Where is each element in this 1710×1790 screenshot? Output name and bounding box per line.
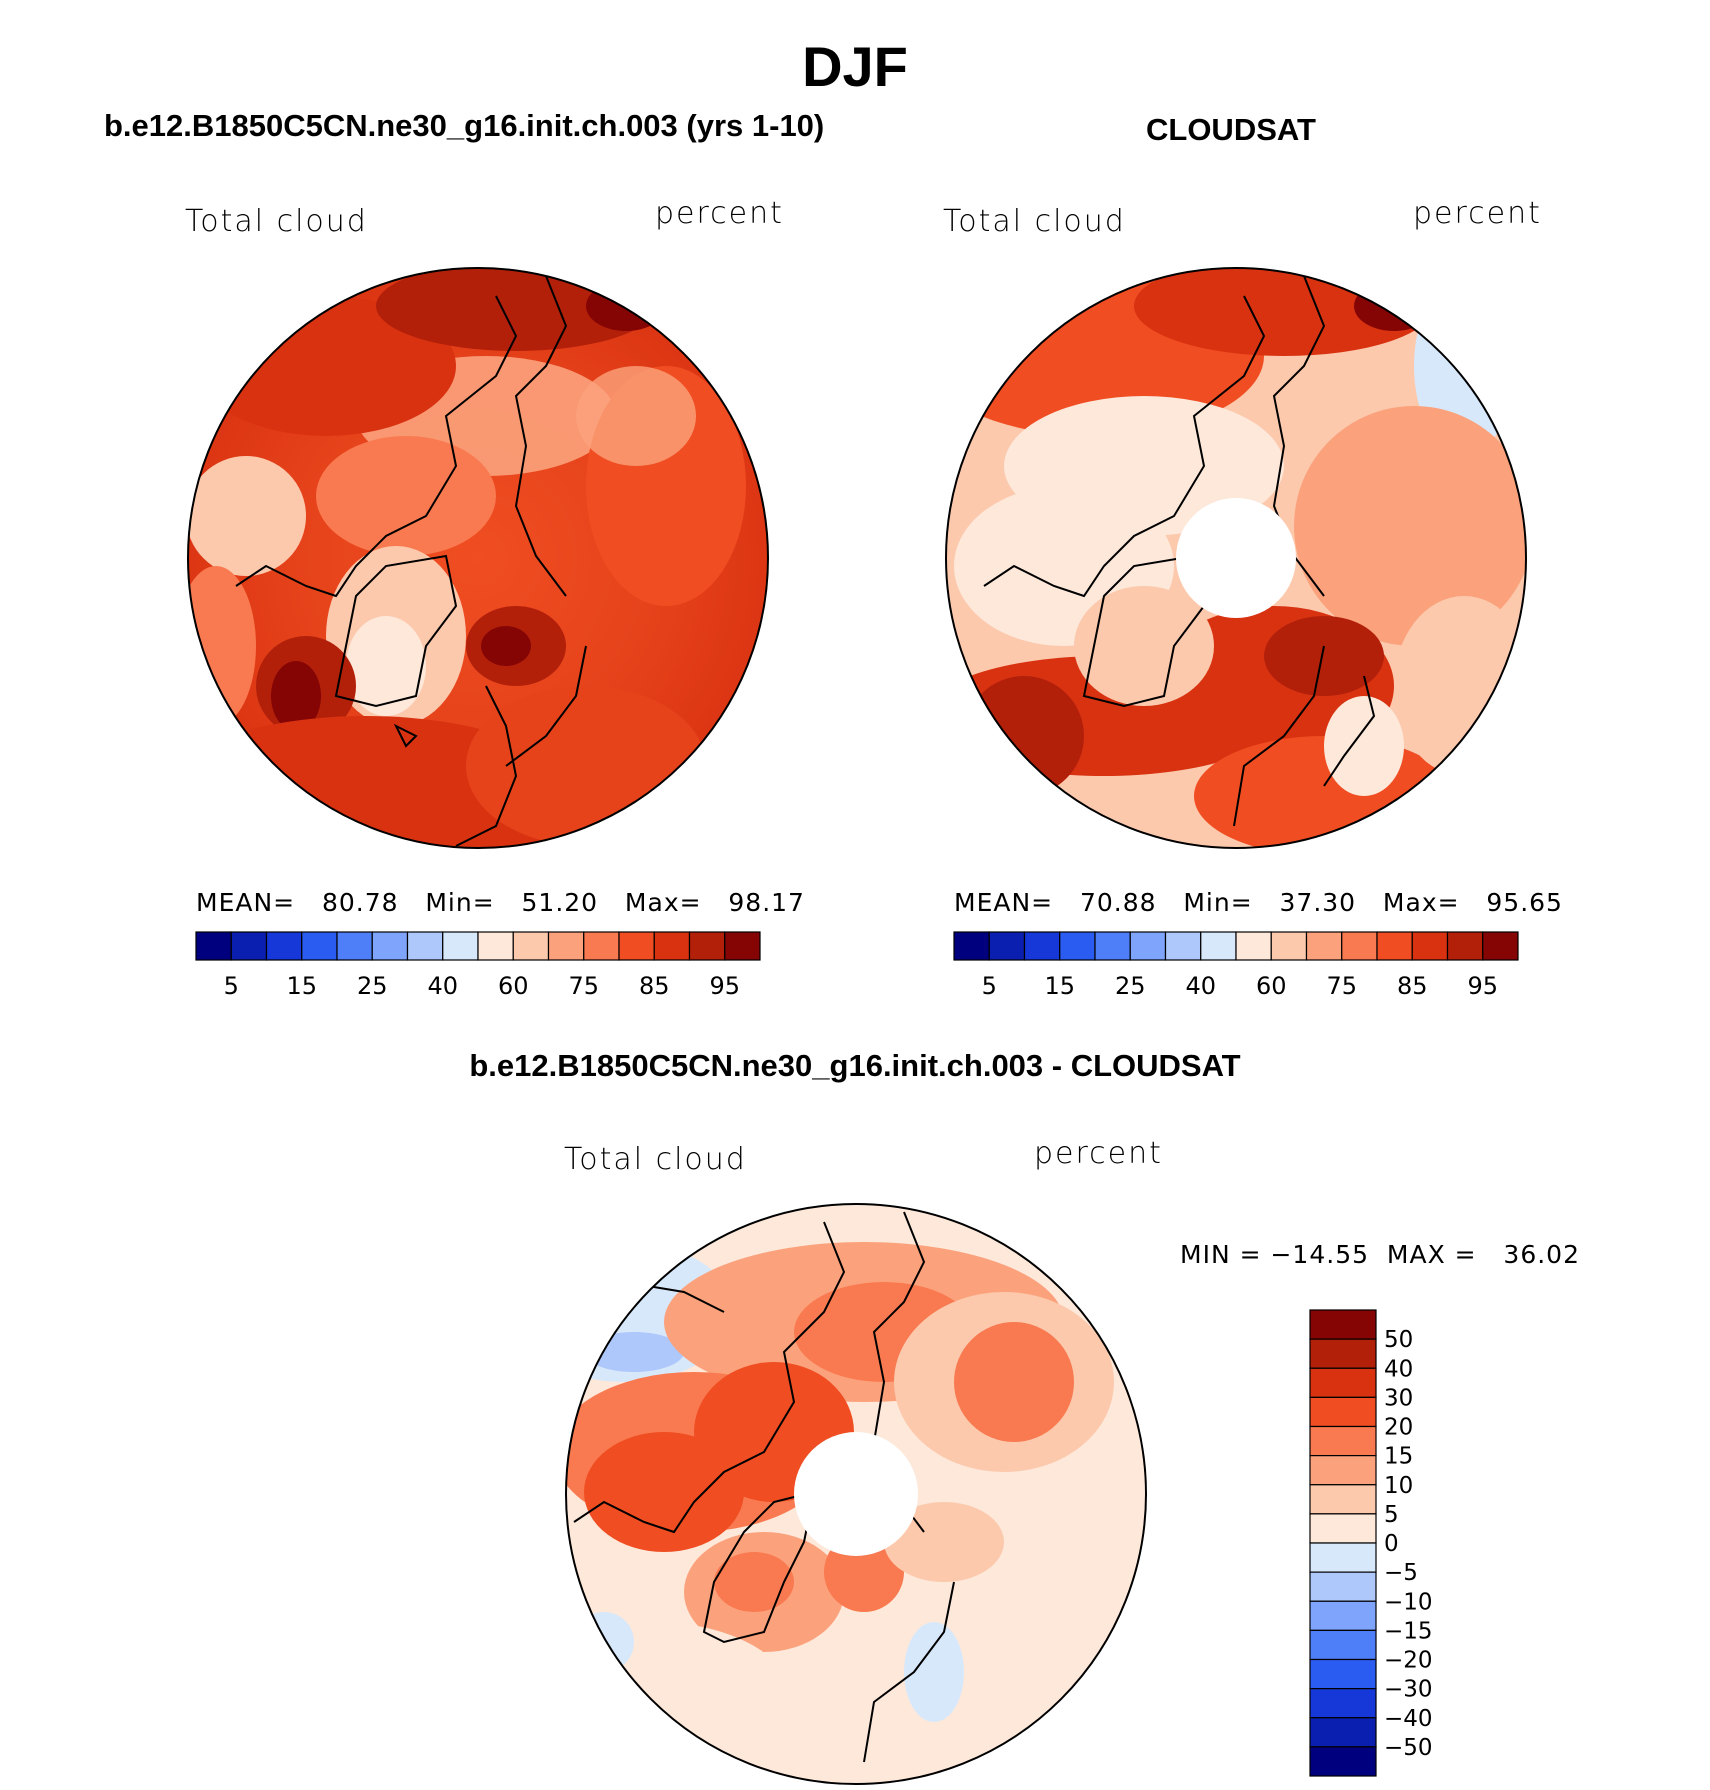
model-colorbar-swatch bbox=[512, 931, 550, 961]
diff-colorbar-tick-label: 5 bbox=[1384, 1502, 1399, 1528]
model-colorbar-swatch bbox=[477, 931, 514, 961]
model-colorbar-swatch bbox=[724, 931, 761, 961]
model-colorbar-swatch bbox=[195, 931, 232, 961]
model-panel-title: b.e12.B1850C5CN.ne30_g16.init.ch.003 (yr… bbox=[104, 108, 825, 143]
model-colorbar-swatch bbox=[371, 931, 409, 961]
obs-colorbar-swatch bbox=[1270, 931, 1308, 961]
obs-panel-title: CLOUDSAT bbox=[1146, 112, 1316, 147]
model-colorbar-swatch bbox=[653, 931, 691, 961]
model-colorbar-swatch bbox=[583, 931, 620, 961]
diff-colorbar-swatch bbox=[1309, 1338, 1377, 1369]
diff-colorbar-swatch bbox=[1309, 1367, 1377, 1398]
diff-polar-map bbox=[565, 1203, 1147, 1785]
diff-colorbar-tick-label: −50 bbox=[1384, 1735, 1433, 1761]
obs-colorbar-swatch bbox=[1235, 931, 1272, 961]
diff-colorbar-tick-label: −40 bbox=[1384, 1706, 1433, 1732]
model-colorbar-swatch bbox=[547, 931, 585, 961]
obs-colorbar-tick-label: 85 bbox=[1397, 972, 1428, 1000]
model-colorbar-swatch bbox=[230, 931, 268, 961]
diff-panel-title: b.e12.B1850C5CN.ne30_g16.init.ch.003 - C… bbox=[469, 1048, 1241, 1083]
diff-variable-label: Total cloud bbox=[564, 1142, 747, 1177]
diff-colorbar-swatch bbox=[1309, 1484, 1377, 1515]
obs-colorbar-swatch bbox=[1411, 931, 1449, 961]
obs-colorbar-swatch bbox=[1059, 931, 1096, 961]
obs-colorbar-tick-label: 60 bbox=[1256, 972, 1287, 1000]
obs-colorbar-swatch bbox=[1200, 931, 1237, 961]
figure-title: DJF bbox=[802, 35, 908, 98]
model-colorbar-tick-label: 25 bbox=[357, 972, 388, 1000]
model-colorbar-swatch bbox=[618, 931, 655, 961]
diff-colorbar-swatch bbox=[1309, 1629, 1377, 1661]
diff-colorbar-swatch bbox=[1309, 1396, 1377, 1428]
obs-colorbar-swatch bbox=[1341, 931, 1378, 961]
diff-colorbar-tick-label: 10 bbox=[1384, 1473, 1413, 1499]
model-colorbar-tick-label: 5 bbox=[224, 972, 239, 1000]
model-colorbar-swatch bbox=[688, 931, 726, 961]
obs-colorbar-swatch bbox=[1446, 931, 1484, 961]
diff-colorbar-swatch bbox=[1309, 1309, 1377, 1340]
diff-units-label: percent bbox=[1034, 1136, 1163, 1171]
model-colorbar-swatch bbox=[336, 931, 373, 961]
obs-colorbar-swatch bbox=[1164, 931, 1202, 961]
obs-colorbar-swatch bbox=[1129, 931, 1167, 961]
obs-colorbar-tick-label: 40 bbox=[1185, 972, 1216, 1000]
obs-colorbar-swatch bbox=[1482, 931, 1519, 961]
obs-variable-label: Total cloud bbox=[943, 204, 1126, 239]
obs-colorbar-tick-label: 25 bbox=[1115, 972, 1146, 1000]
model-colorbar-tick-label: 95 bbox=[709, 972, 740, 1000]
diff-stats: MIN = −14.55 MAX = 36.02 bbox=[1180, 1240, 1580, 1269]
model-colorbar-tick-label: 40 bbox=[427, 972, 458, 1000]
diff-colorbar-swatch bbox=[1309, 1542, 1377, 1573]
diff-colorbar-tick-label: −30 bbox=[1384, 1677, 1433, 1703]
diff-colorbar-swatch bbox=[1309, 1658, 1377, 1690]
diff-colorbar-swatch bbox=[1309, 1600, 1377, 1631]
diff-colorbar-swatch bbox=[1309, 1571, 1377, 1602]
model-colorbar-swatch bbox=[406, 931, 444, 961]
obs-units-label: percent bbox=[1413, 196, 1542, 231]
model-colorbar-tick-label: 60 bbox=[498, 972, 529, 1000]
model-colorbar-tick-label: 15 bbox=[286, 972, 317, 1000]
diff-colorbar-swatch bbox=[1309, 1513, 1377, 1544]
obs-stats: MEAN= 70.88 Min= 37.30 Max= 95.65 bbox=[954, 888, 1563, 917]
diff-colorbar-tick-label: −5 bbox=[1384, 1560, 1418, 1586]
model-polar-map bbox=[187, 267, 769, 849]
obs-colorbar: 5 15 25 40 60 75 85 95 bbox=[953, 931, 1519, 1000]
model-stats: MEAN= 80.78 Min= 51.20 Max= 98.17 bbox=[196, 888, 805, 917]
model-colorbar-tick-label: 85 bbox=[639, 972, 670, 1000]
model-units-label: percent bbox=[655, 196, 784, 231]
obs-colorbar-tick-label: 95 bbox=[1467, 972, 1498, 1000]
diff-colorbar-tick-label: 0 bbox=[1384, 1531, 1399, 1557]
diff-colorbar-tick-label: 50 bbox=[1384, 1327, 1413, 1353]
model-colorbar-swatch bbox=[301, 931, 338, 961]
obs-colorbar-tick-label: 75 bbox=[1326, 972, 1357, 1000]
model-colorbar-swatch bbox=[442, 931, 479, 961]
obs-colorbar-swatch bbox=[1023, 931, 1061, 961]
diff-colorbar-swatch bbox=[1309, 1455, 1377, 1486]
obs-colorbar-tick-label: 5 bbox=[982, 972, 997, 1000]
diff-colorbar-swatch bbox=[1309, 1746, 1377, 1777]
diff-colorbar-tick-label: 40 bbox=[1384, 1356, 1413, 1382]
obs-colorbar-swatch bbox=[953, 931, 990, 961]
obs-colorbar-swatch bbox=[1094, 931, 1131, 961]
diff-colorbar-tick-label: −10 bbox=[1384, 1589, 1433, 1615]
obs-colorbar-tick-label: 15 bbox=[1044, 972, 1075, 1000]
diff-colorbar-tick-label: 15 bbox=[1384, 1444, 1413, 1470]
obs-colorbar-swatch bbox=[988, 931, 1026, 961]
diff-colorbar-tick-label: −15 bbox=[1384, 1618, 1433, 1644]
obs-colorbar-swatch bbox=[1305, 931, 1343, 961]
diff-colorbar-swatch bbox=[1309, 1425, 1377, 1457]
diff-colorbar-tick-label: 20 bbox=[1384, 1415, 1413, 1441]
model-colorbar-swatch bbox=[265, 931, 303, 961]
obs-polar-map bbox=[945, 267, 1527, 849]
diff-colorbar-tick-label: −20 bbox=[1384, 1648, 1433, 1674]
diff-colorbar-tick-label: 30 bbox=[1384, 1385, 1413, 1411]
diff-colorbar-swatch bbox=[1309, 1717, 1377, 1748]
diff-colorbar-swatch bbox=[1309, 1688, 1377, 1719]
model-variable-label: Total cloud bbox=[185, 204, 368, 239]
model-colorbar-tick-label: 75 bbox=[568, 972, 599, 1000]
model-colorbar: 5 15 25 40 60 75 85 95 bbox=[195, 931, 761, 1000]
obs-colorbar-swatch bbox=[1376, 931, 1413, 961]
